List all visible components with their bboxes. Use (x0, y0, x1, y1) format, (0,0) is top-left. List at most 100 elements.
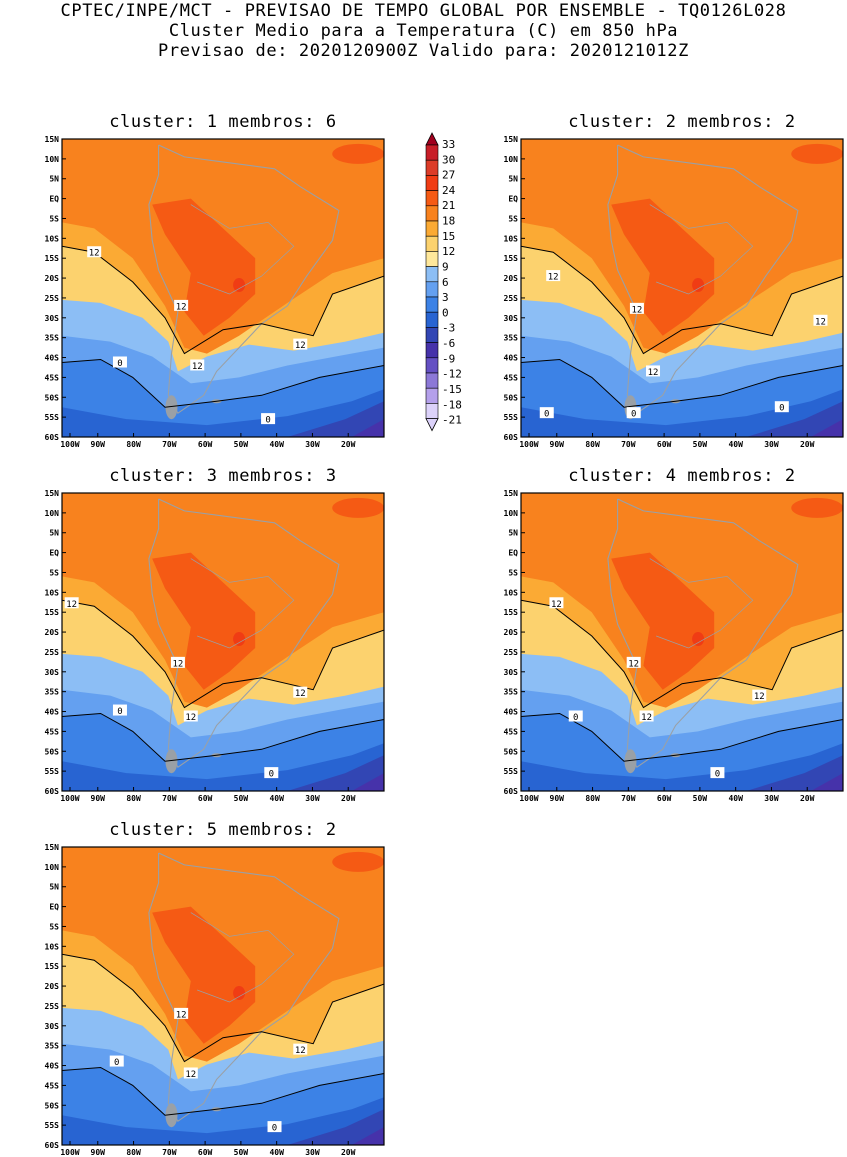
lat-label: 10S (504, 588, 519, 597)
contour-label-bg (267, 1121, 282, 1133)
contour-label: 12 (176, 1010, 187, 1020)
lon-label: 90W (550, 440, 565, 449)
contour-label: 0 (779, 404, 784, 414)
band-21-north (332, 851, 384, 872)
contour-label-bg (646, 365, 661, 377)
colorbar-segment (425, 144, 439, 161)
band-minus-6 (746, 401, 843, 437)
colorbar-label: -3 (442, 322, 455, 335)
lon-label: 100W (60, 440, 79, 449)
band-minus-9 (351, 773, 384, 791)
panel-frame (520, 138, 844, 438)
band-21 (152, 552, 256, 690)
colorbar-segment (425, 327, 439, 343)
colorbar-label: -12 (442, 368, 462, 381)
lat-label: 35S (504, 334, 519, 343)
contour-label-bg (174, 1007, 189, 1019)
contour-label-bg (190, 359, 205, 371)
lon-label: 100W (60, 794, 79, 803)
panel-title-4: cluster: 4 membros: 2 (568, 466, 796, 486)
country-borders (190, 912, 295, 1003)
contour-label: 12 (295, 689, 306, 699)
header-line-2: Cluster Medio para a Temperatura (C) em … (168, 21, 679, 41)
tierra-del-fuego (165, 749, 178, 774)
colorbar-segment (425, 175, 439, 191)
lon-label: 60W (198, 440, 213, 449)
panel-frame (61, 138, 385, 438)
colorbar-segment (425, 311, 439, 328)
contour-0 (61, 358, 385, 408)
lat-label: 15N (45, 843, 60, 852)
lat-label: 45S (504, 727, 519, 736)
lon-label: 70W (621, 440, 636, 449)
band-minus-3 (62, 389, 384, 437)
lat-label: 10S (45, 942, 60, 951)
lat-label: 10S (45, 588, 60, 597)
contour-label-bg (629, 302, 644, 314)
contour-label-bg (109, 1055, 124, 1067)
lon-label: 20W (800, 440, 815, 449)
contour-12 (61, 599, 385, 709)
contour-label-bg (293, 338, 308, 350)
lat-label: 10N (504, 155, 519, 164)
contour-label: 0 (631, 410, 636, 420)
contour-label: 0 (117, 707, 122, 717)
band-21 (611, 552, 715, 690)
colorbar-segment (425, 357, 439, 374)
colorbar-label: 6 (442, 276, 449, 289)
lat-label: 25S (45, 648, 60, 657)
lon-label: 30W (764, 440, 779, 449)
contour-label: 0 (265, 416, 270, 426)
lat-label: 50S (45, 393, 60, 402)
contour-label-bg (546, 270, 561, 282)
contour-label-bg (174, 299, 189, 311)
contour-label: 0 (715, 770, 720, 780)
lat-label: 5S (508, 214, 518, 223)
lon-label: 30W (305, 440, 320, 449)
filled-contours (521, 139, 843, 437)
lon-label: 30W (764, 794, 779, 803)
contour-label: 12 (185, 1070, 196, 1080)
tierra-del-fuego (624, 749, 637, 774)
colorbar-label: -9 (442, 352, 455, 365)
colorbar-segment (425, 251, 439, 267)
lon-label: 60W (657, 440, 672, 449)
lat-label: 60S (45, 433, 60, 442)
lon-label: 70W (162, 794, 177, 803)
lat-label: 55S (45, 767, 60, 776)
lat-label: 5N (49, 175, 59, 184)
contour-label: 12 (548, 273, 559, 283)
band-minus-3 (62, 743, 384, 791)
contour-label-bg (752, 689, 767, 701)
contour-label-bg (112, 704, 127, 716)
contour-0 (61, 1066, 385, 1116)
lon-label: 40W (269, 1148, 284, 1157)
lon-label: 20W (341, 440, 356, 449)
lon-label: 50W (693, 440, 708, 449)
lat-label: 5S (49, 568, 59, 577)
map-panel-4: 12 12 12 12 0 0 15N 10N 5N EQ 5S 10S 15S 20S 25S 30S 35S… (504, 489, 844, 803)
lat-label: 10N (504, 509, 519, 518)
band-24 (692, 278, 705, 293)
band-21-north (332, 497, 384, 518)
coastline (607, 144, 799, 415)
contour-label: 12 (176, 302, 187, 312)
contour-label: 12 (172, 659, 183, 669)
header-line-1: CPTEC/INPE/MCT - PREVISAO DE TEMPO GLOBA… (60, 1, 787, 21)
lat-label: 40S (45, 708, 60, 717)
lat-label: 15S (45, 254, 60, 263)
panel-frame (61, 492, 385, 792)
contour-12 (520, 599, 844, 709)
colorbar-label: 3 (442, 291, 449, 304)
colorbar-label: 18 (442, 215, 455, 228)
band-21 (152, 198, 256, 336)
lat-label: 55S (45, 1121, 60, 1130)
lat-label: 45S (45, 727, 60, 736)
lat-label: 15N (504, 135, 519, 144)
colorbar-segment (425, 403, 439, 419)
panel-title-3: cluster: 3 membros: 3 (109, 466, 337, 486)
contour-label-bg (539, 407, 554, 419)
lat-label: 30S (45, 668, 60, 677)
contour-12 (61, 245, 385, 355)
